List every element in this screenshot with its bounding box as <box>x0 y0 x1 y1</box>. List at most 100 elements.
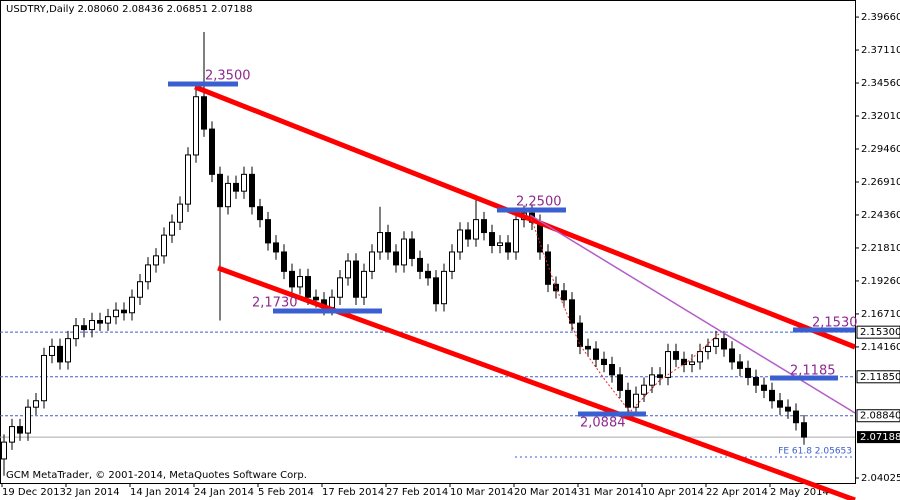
candle-body <box>185 154 191 205</box>
candle-body <box>777 400 783 408</box>
y-tick-label: 2.04025 <box>861 473 900 484</box>
candle-body <box>337 277 343 298</box>
y-tick-label: 2.34560 <box>861 78 900 89</box>
candle-body <box>345 260 351 279</box>
candle-body <box>401 238 407 266</box>
candle-body <box>209 128 215 175</box>
level-marks <box>168 81 855 417</box>
candle-body <box>65 338 71 363</box>
x-tick-label: 24 Jan 2014 <box>194 487 254 498</box>
candle-body <box>697 351 703 363</box>
candle-body <box>193 96 199 156</box>
candle-body <box>665 351 671 378</box>
chart-title: USDTRY,Daily 2.08060 2.08436 2.06851 2.0… <box>6 4 253 15</box>
plot-frame <box>0 0 856 484</box>
x-tick-label: 17 Feb 2014 <box>322 487 384 498</box>
candle-body <box>721 338 727 350</box>
candle-body <box>737 361 743 369</box>
x-tick-label: 2 Jan 2014 <box>66 487 120 498</box>
x-tick-label: 2 May 2014 <box>770 487 829 498</box>
level-label: 2.08840 <box>860 411 900 422</box>
trend-line <box>217 265 856 500</box>
candle-body <box>409 238 415 259</box>
candle-body <box>89 320 95 331</box>
candle-body <box>753 376 759 386</box>
y-tick-label: 2.39660 <box>861 12 900 23</box>
candle-body <box>113 309 119 318</box>
candle-body <box>513 219 519 253</box>
candle-body <box>449 251 455 272</box>
candle-body <box>201 96 207 130</box>
candle-body <box>673 351 679 360</box>
candle-body <box>569 299 575 324</box>
candle-body <box>425 270 431 279</box>
y-tick-label: 2.19260 <box>861 276 900 287</box>
y-tick-label: 2.37110 <box>861 45 900 56</box>
candle-body <box>249 173 255 208</box>
annotation: 2,1185 <box>790 364 836 379</box>
candle-body <box>593 348 599 360</box>
candle-body <box>681 358 687 366</box>
candle-body <box>121 309 127 314</box>
annotation: 2,3500 <box>205 69 251 84</box>
level-label: 2.15300 <box>860 327 900 338</box>
candle-body <box>545 251 551 285</box>
x-tick-label: 10 Apr 2014 <box>642 487 704 498</box>
level-tag <box>856 409 900 423</box>
y-tick-label: 2.16710 <box>861 309 900 320</box>
candle-body <box>57 345 63 363</box>
candle-body <box>281 251 287 272</box>
zigzag <box>529 214 721 413</box>
y-tick-label: 2.14160 <box>861 342 900 353</box>
candle-body <box>169 221 175 236</box>
candle-body <box>105 316 111 324</box>
candle-body <box>217 173 223 208</box>
candle-body <box>489 232 495 246</box>
candle-body <box>393 251 399 266</box>
trend-line <box>194 84 856 350</box>
candle-body <box>761 384 767 391</box>
candle-body <box>705 345 711 353</box>
candle-body <box>473 219 479 240</box>
candle-body <box>625 389 631 408</box>
candle-body <box>297 276 303 288</box>
candle-body <box>97 320 103 324</box>
footer: GCM MetaTrader, © 2001-2014, MetaQuotes … <box>6 470 307 481</box>
y-tick-label: 2.21810 <box>861 243 900 254</box>
candle-body <box>1 441 7 460</box>
candle-body <box>353 260 359 298</box>
candle-body <box>505 242 511 253</box>
candle-body <box>145 264 151 283</box>
candle-body <box>41 354 47 402</box>
y-tick-label: 2.29460 <box>861 144 900 155</box>
candle-body <box>25 406 31 434</box>
annotation: 2,2500 <box>516 195 562 210</box>
candle-body <box>609 364 615 376</box>
candle-body <box>257 206 263 221</box>
x-tick-label: 27 Feb 2014 <box>386 487 448 498</box>
candle-body <box>441 270 447 305</box>
annotation: 2,0884 <box>580 416 626 431</box>
candle-body <box>657 374 663 378</box>
x-tick-label: 20 Mar 2014 <box>514 487 577 498</box>
candle-body <box>305 276 311 298</box>
candle-body <box>177 203 183 223</box>
candle-body <box>225 182 231 208</box>
candle-body <box>273 242 279 253</box>
y-tick-label: 2.32010 <box>861 111 900 122</box>
candle-body <box>465 229 471 240</box>
candle-body <box>289 270 295 288</box>
candle-body <box>73 325 79 340</box>
candle-body <box>9 426 15 443</box>
candle-body <box>641 384 647 395</box>
candle-body <box>537 221 543 253</box>
x-tick-label: 14 Jan 2014 <box>130 487 190 498</box>
candle-body <box>33 400 39 408</box>
fe-label: FE 61.8 2.05653 <box>778 446 852 456</box>
candle-body <box>457 229 463 253</box>
candle-body <box>617 374 623 391</box>
candle-body <box>785 406 791 412</box>
candle-body <box>153 255 159 266</box>
